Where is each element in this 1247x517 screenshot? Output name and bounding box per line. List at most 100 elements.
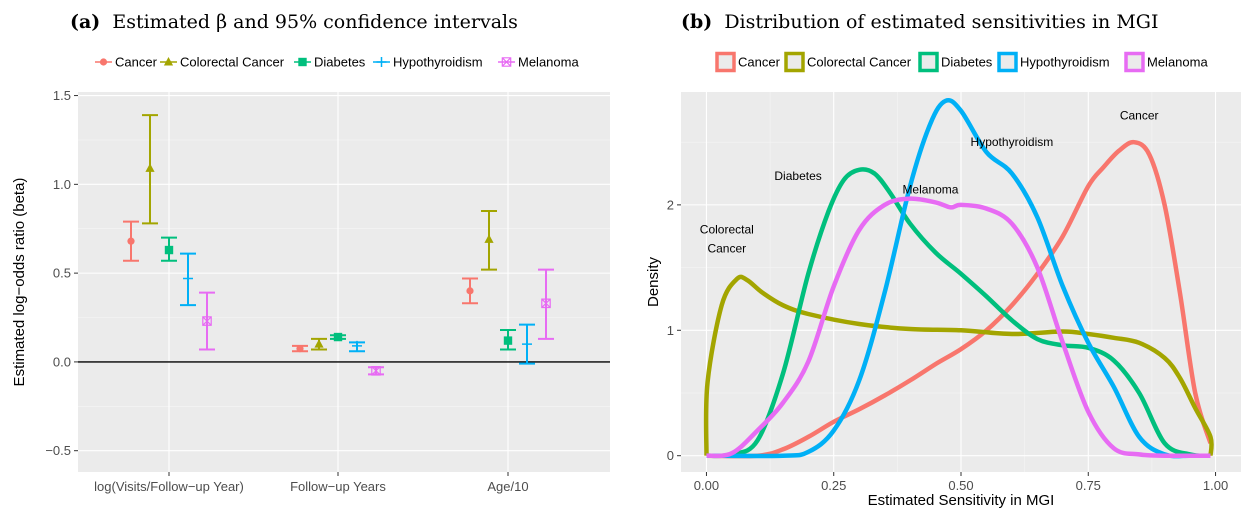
panel-b-x-axis-label: Estimated Sensitivity in MGI — [868, 492, 1055, 509]
panel-b-x-tick-label: 0.50 — [948, 478, 973, 493]
panel-a-title-tag: (a) — [70, 11, 100, 33]
panel-a-series-cancer — [123, 220, 478, 353]
legend-label: Diabetes — [941, 55, 993, 70]
panel-b-x-tick-label: 0.00 — [694, 478, 719, 493]
panel-a-background — [78, 92, 610, 472]
legend-key-box — [918, 51, 939, 73]
curve-annotation: Melanoma — [902, 183, 958, 197]
point-estimate — [371, 365, 381, 376]
panel-a-x-axis-ticks: log(Visits/Follow−up Year) Follow−up Year… — [94, 472, 529, 494]
curve-annotation: Hypothyroidism — [971, 135, 1054, 149]
point-estimate — [314, 339, 324, 348]
panel-b-x-tick-label: 0.75 — [1076, 478, 1101, 493]
panel-b-x-tick-label: 0.25 — [821, 478, 846, 493]
point-estimate — [541, 298, 551, 309]
panel-b-y-tick-label: 2 — [667, 197, 674, 212]
panel-b-density-curves — [703, 98, 1214, 459]
density-curve-hypothyroidism — [706, 98, 1211, 459]
panel-a-y-tick-label: 0.5 — [53, 266, 71, 281]
point-estimate — [183, 273, 193, 284]
panel-b-x-tick-label: 1.00 — [1203, 478, 1228, 493]
panel-a-y-tick-label: 0.0 — [53, 354, 71, 369]
legend-item-diabetes: Diabetes — [294, 55, 366, 70]
panel-b-legend: Cancer Colorectal Cancer Diabetes Hypothyro… — [715, 51, 1208, 73]
panel-b-plot: Cancer Hypothyroidism Diabetes Melanoma Colo… — [645, 92, 1241, 509]
legend-key-box — [784, 51, 805, 73]
legend-key-box — [715, 51, 736, 73]
panel-b-y-axis-label: Density — [645, 256, 662, 307]
legend-key-marker — [298, 57, 307, 67]
panel-b-y-axis-ticks: 0 1 2 — [667, 197, 681, 463]
legend-item-cancer: Cancer — [715, 51, 781, 73]
panel-a-title-text: Estimated β and 95% confidence intervals — [112, 11, 518, 33]
point-estimate — [503, 336, 513, 345]
legend-label: Cancer — [115, 55, 158, 70]
density-curve-melanoma — [706, 196, 1211, 459]
panel-a-y-axis-ticks: −0.5 0.0 0.5 1.0 1.5 — [45, 88, 78, 458]
legend-key-box — [1124, 51, 1145, 73]
legend-label: Colorectal Cancer — [180, 55, 285, 70]
legend-label: Cancer — [738, 55, 781, 70]
panel-b-title: (b) Distribution of estimated sensitivit… — [681, 11, 1158, 33]
density-curve-diabetes — [706, 167, 1211, 459]
panel-a-y-tick-label: 1.0 — [53, 177, 71, 192]
curve-annotation: Diabetes — [774, 169, 821, 183]
panel-a-series-diabetes — [161, 236, 516, 351]
legend-item-colorectal-cancer: Colorectal Cancer — [160, 55, 285, 70]
density-curve-colorectal-cancer — [703, 274, 1214, 456]
panel-a-y-axis-label: Estimated log−odds ratio (beta) — [11, 178, 28, 387]
legend-label: Melanoma — [1147, 55, 1208, 70]
legend-item-colorectal-cancer: Colorectal Cancer — [784, 51, 912, 73]
point-estimate — [333, 332, 343, 342]
legend-item-diabetes: Diabetes — [918, 51, 993, 73]
curve-annotation: Colorectal Cancer — [700, 223, 754, 256]
panel-a-x-tick-label: log(Visits/Follow−up Year) — [94, 479, 244, 494]
panel-a-x-tick-label: Age/10 — [487, 479, 528, 494]
legend-key-marker — [501, 57, 512, 67]
panel-a-series-hypothyroidism — [180, 252, 535, 365]
panel-a-gridlines — [78, 92, 610, 472]
legend-label: Diabetes — [314, 55, 366, 70]
point-estimate — [296, 344, 304, 353]
panel-a-x-tick-label: Follow−up Years — [290, 479, 386, 494]
panel-a-plot: −0.5 0.0 0.5 1.0 1.5 log(Visits/Follow−up Ye… — [11, 88, 610, 494]
density-curve-cancer — [706, 139, 1213, 459]
legend-item-melanoma: Melanoma — [498, 55, 579, 70]
point-estimate — [484, 234, 494, 243]
point-estimate — [522, 339, 532, 350]
legend-item-cancer: Cancer — [95, 55, 158, 70]
point-estimate — [145, 163, 155, 172]
panel-a-error-bars — [123, 114, 554, 376]
legend-item-melanoma: Melanoma — [1124, 51, 1208, 73]
panel-b-y-tick-label: 0 — [667, 448, 674, 463]
panel-a-series-colorectal-cancer — [142, 114, 497, 351]
point-estimate — [352, 340, 362, 351]
point-estimate — [202, 316, 212, 326]
panel-b-annotations: Cancer Hypothyroidism Diabetes Melanoma Colo… — [700, 109, 1159, 256]
point-estimate — [164, 245, 174, 255]
legend-key-marker — [163, 57, 174, 66]
legend-label: Hypothyroidism — [1020, 55, 1110, 70]
panel-a-title: (a) Estimated β and 95% confidence inter… — [70, 11, 518, 33]
panel-a-y-tick-label: −0.5 — [45, 443, 71, 458]
point-estimate — [466, 287, 474, 295]
error-bar — [538, 268, 554, 340]
panel-b-title-tag: (b) — [681, 11, 712, 33]
legend-key-marker — [99, 58, 108, 66]
legend-item-hypothyroidism: Hypothyroidism — [997, 51, 1110, 73]
legend-key-box — [997, 51, 1018, 73]
legend-item-hypothyroidism: Hypothyroidism — [373, 55, 483, 70]
panel-a-y-tick-label: 1.5 — [53, 88, 71, 103]
panel-b-x-axis-ticks: 0.00 0.25 0.50 0.75 1.00 — [694, 472, 1228, 493]
legend-label: Hypothyroidism — [393, 55, 483, 70]
point-estimate — [127, 237, 135, 245]
legend-label: Melanoma — [518, 55, 579, 70]
panel-a-legend: Cancer Colorectal Cancer Diabetes Hypothyro… — [95, 55, 579, 70]
legend-label: Colorectal Cancer — [807, 55, 912, 70]
legend-key-marker — [376, 57, 387, 67]
panel-b-y-tick-label: 1 — [667, 323, 674, 338]
curve-annotation: Cancer — [1120, 109, 1159, 123]
panel-a-series-melanoma — [199, 268, 554, 376]
panel-b-gridlines — [681, 92, 1241, 472]
